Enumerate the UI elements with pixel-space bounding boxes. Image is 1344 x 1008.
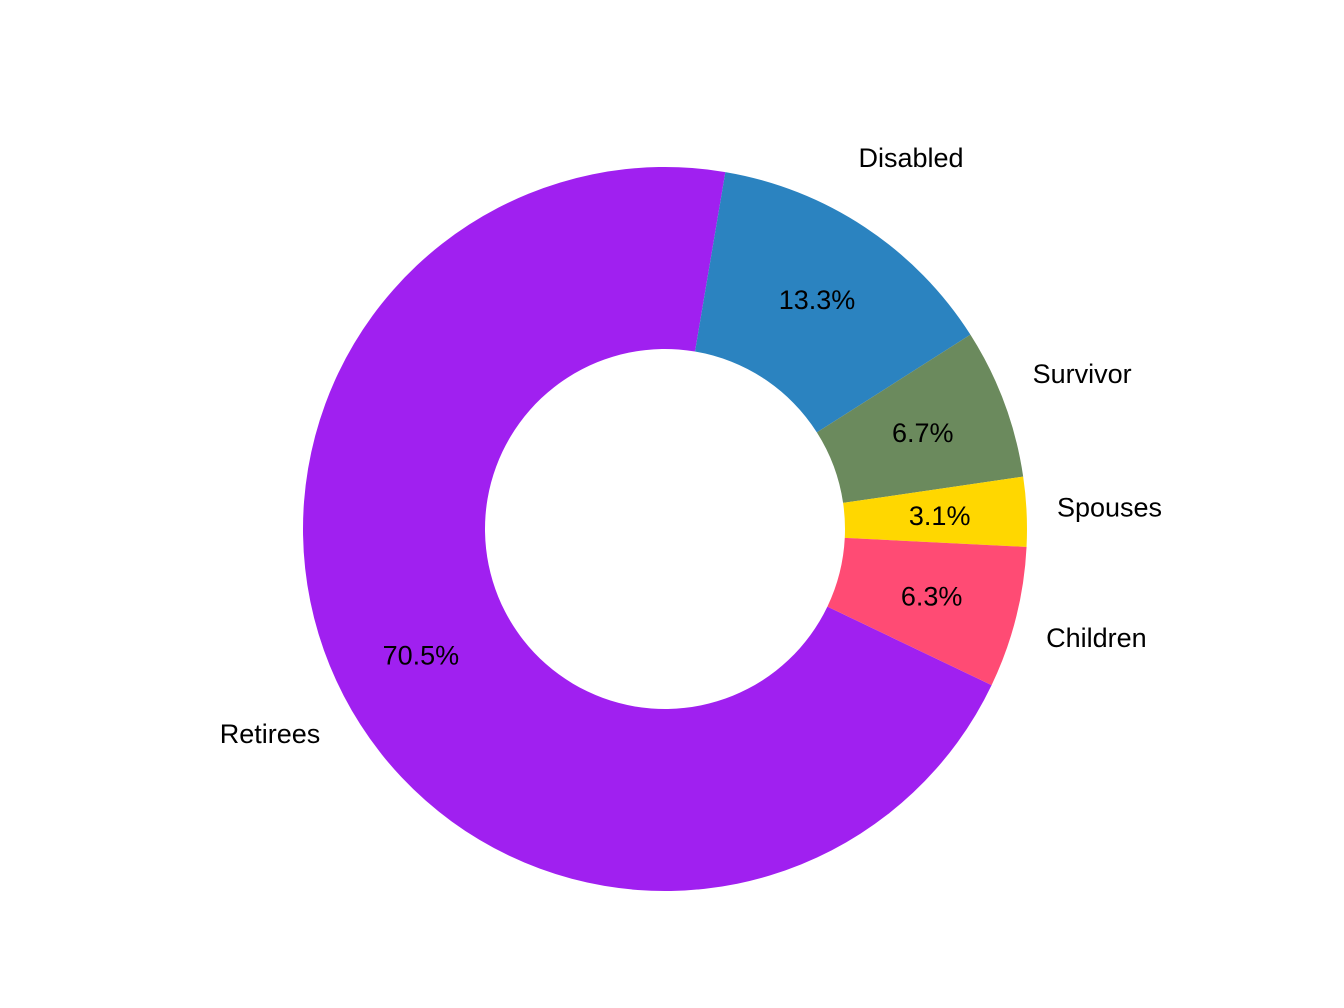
percent-label-survivor: 6.7%	[892, 418, 954, 448]
category-label-retirees: Retirees	[220, 719, 321, 749]
percent-label-spouses: 3.1%	[909, 501, 971, 531]
slices-layer	[303, 167, 1027, 892]
category-label-spouses: Spouses	[1057, 493, 1162, 523]
category-label-disabled: Disabled	[858, 143, 963, 173]
category-label-children: Children	[1046, 623, 1147, 653]
category-label-survivor: Survivor	[1033, 359, 1132, 389]
percent-label-retirees: 70.5%	[383, 641, 460, 671]
slice-spouses	[843, 476, 1027, 547]
percent-labels-layer: 70.5% 13.3% 6.7% 3.1% 6.3%	[383, 285, 971, 671]
slice-retirees	[303, 167, 992, 892]
category-labels-layer: Retirees Disabled Survivor Spouses Children	[220, 143, 1162, 749]
slice-disabled	[695, 172, 971, 433]
slice-children	[827, 537, 1027, 686]
percent-label-children: 6.3%	[901, 581, 963, 611]
percent-label-disabled: 13.3%	[779, 285, 856, 315]
slice-survivor	[816, 334, 1024, 503]
